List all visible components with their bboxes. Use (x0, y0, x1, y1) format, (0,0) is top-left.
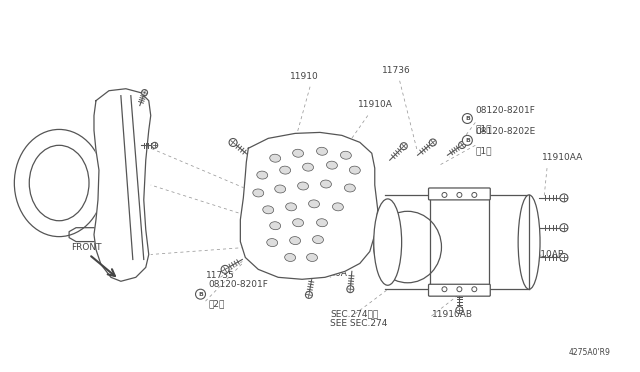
Text: 11910A: 11910A (312, 269, 348, 278)
Ellipse shape (317, 219, 328, 227)
Ellipse shape (340, 151, 351, 159)
Ellipse shape (253, 189, 264, 197)
Ellipse shape (344, 184, 355, 192)
Text: 11910AB: 11910AB (431, 310, 472, 319)
Ellipse shape (280, 166, 291, 174)
Circle shape (472, 192, 477, 198)
Polygon shape (94, 89, 151, 281)
FancyBboxPatch shape (429, 188, 490, 200)
Ellipse shape (312, 235, 323, 244)
Circle shape (347, 286, 354, 293)
Ellipse shape (374, 199, 402, 285)
Circle shape (442, 287, 447, 292)
Circle shape (560, 253, 568, 262)
Circle shape (229, 138, 237, 147)
Ellipse shape (332, 203, 344, 211)
Circle shape (459, 141, 466, 148)
Text: SEE SEC.274: SEE SEC.274 (330, 319, 387, 328)
Circle shape (429, 139, 436, 146)
Ellipse shape (269, 154, 281, 162)
Circle shape (152, 142, 157, 148)
Circle shape (472, 287, 477, 292)
Text: 11910AB: 11910AB (524, 250, 565, 259)
Ellipse shape (263, 206, 274, 214)
Circle shape (457, 192, 462, 198)
Ellipse shape (321, 180, 332, 188)
Circle shape (400, 143, 407, 150)
Text: （1）: （1） (476, 125, 492, 134)
Ellipse shape (29, 145, 89, 221)
Text: FRONT: FRONT (71, 243, 102, 251)
Text: 11735: 11735 (206, 271, 235, 280)
Ellipse shape (257, 171, 268, 179)
Ellipse shape (275, 185, 285, 193)
Text: （2）: （2） (209, 299, 225, 308)
Ellipse shape (518, 195, 540, 289)
Text: 11910AA: 11910AA (542, 153, 583, 162)
Circle shape (462, 135, 472, 145)
Text: 08120-8201F: 08120-8201F (476, 106, 535, 115)
Circle shape (457, 287, 462, 292)
Text: B: B (465, 116, 470, 121)
Polygon shape (241, 132, 378, 279)
Circle shape (560, 194, 568, 202)
Text: SEC.274参照: SEC.274参照 (330, 309, 378, 318)
Ellipse shape (290, 237, 301, 244)
Ellipse shape (317, 147, 328, 155)
Text: 11736: 11736 (382, 66, 411, 75)
Ellipse shape (298, 182, 308, 190)
FancyBboxPatch shape (429, 284, 490, 296)
Circle shape (560, 224, 568, 232)
Text: 11910A: 11910A (358, 100, 393, 109)
Circle shape (305, 291, 312, 298)
Ellipse shape (292, 219, 303, 227)
Ellipse shape (307, 253, 317, 262)
Ellipse shape (303, 163, 314, 171)
Text: 08120-8202E: 08120-8202E (476, 127, 536, 137)
Ellipse shape (285, 253, 296, 262)
Ellipse shape (326, 161, 337, 169)
Ellipse shape (308, 200, 319, 208)
Text: B: B (198, 292, 203, 297)
Ellipse shape (349, 166, 360, 174)
Ellipse shape (292, 149, 303, 157)
Ellipse shape (285, 203, 296, 211)
Circle shape (462, 113, 472, 124)
Circle shape (221, 265, 229, 273)
Circle shape (442, 192, 447, 198)
Ellipse shape (269, 222, 281, 230)
Text: 11910: 11910 (290, 72, 319, 81)
Ellipse shape (267, 238, 278, 247)
Text: 4275A0'R9: 4275A0'R9 (569, 348, 611, 357)
Circle shape (141, 90, 148, 96)
Circle shape (456, 307, 463, 314)
Text: （1）: （1） (476, 146, 492, 155)
Text: 08120-8201F: 08120-8201F (209, 280, 268, 289)
Ellipse shape (14, 129, 104, 237)
Circle shape (196, 289, 205, 299)
Text: B: B (465, 138, 470, 143)
Ellipse shape (374, 211, 442, 283)
Polygon shape (385, 195, 529, 289)
